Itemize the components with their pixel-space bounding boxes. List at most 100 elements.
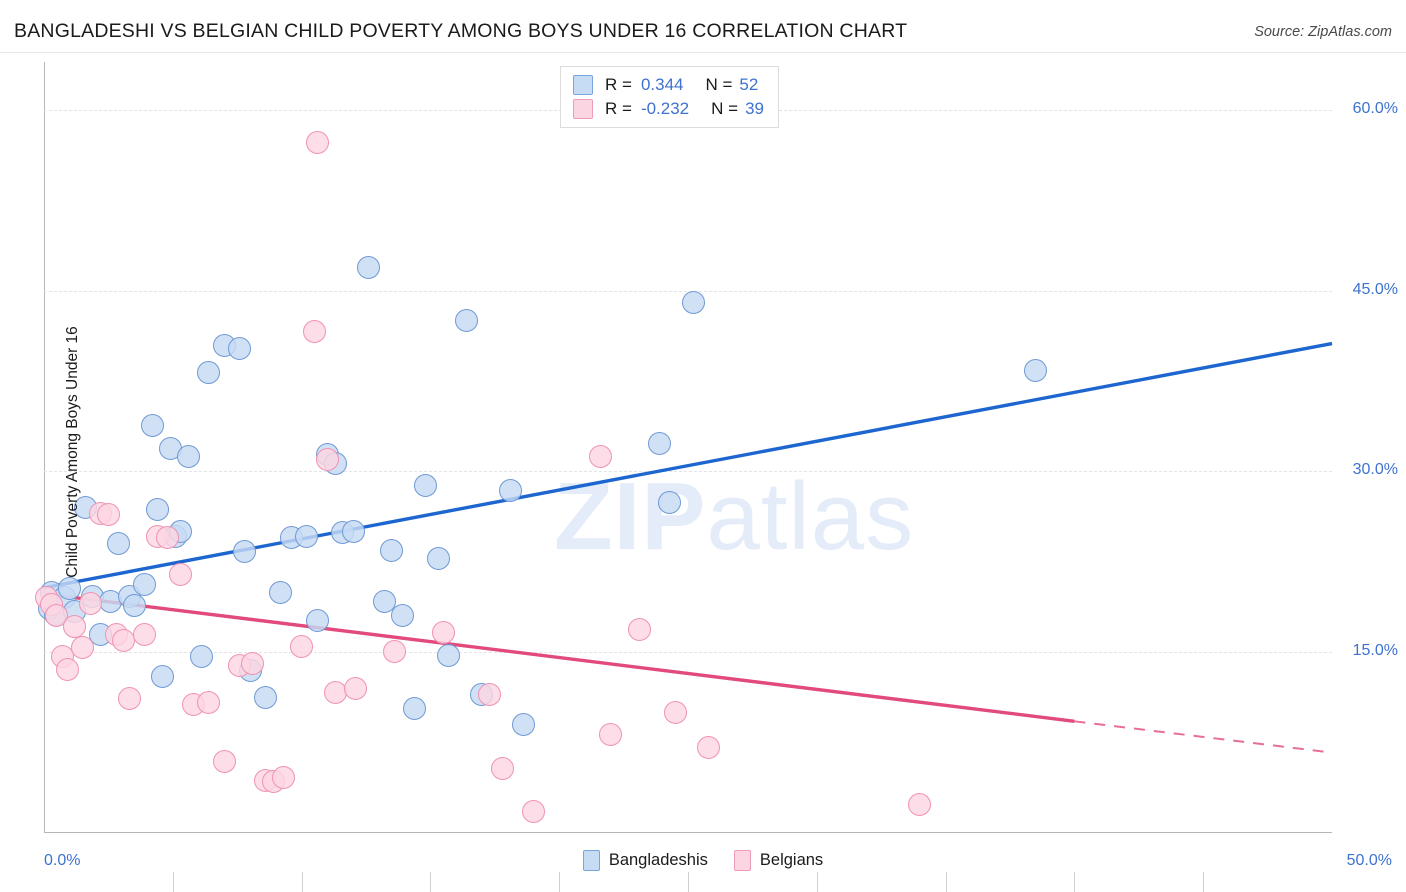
x-axis-tick xyxy=(1203,872,1205,892)
scatter-point-bangladeshis xyxy=(269,581,293,605)
scatter-point-belgians xyxy=(55,658,79,682)
x-axis-tick xyxy=(301,872,303,892)
y-axis-line xyxy=(44,62,45,832)
scatter-point-belgians xyxy=(96,502,120,526)
page-title: BANGLADESHI VS BELGIAN CHILD POVERTY AMO… xyxy=(14,20,908,42)
scatter-point-belgians xyxy=(132,623,156,647)
scatter-point-bangladeshis xyxy=(150,665,174,689)
scatter-point-belgians xyxy=(697,736,721,760)
correlation-row-belgians: R = -0.232 N = 39 xyxy=(573,99,764,119)
scatter-point-belgians xyxy=(521,800,545,824)
y-axis-tick-label: 60.0% xyxy=(1352,100,1398,118)
trend-line-belgians xyxy=(43,592,1075,723)
scatter-point-bangladeshis xyxy=(436,643,460,667)
r-label-belgians: R = xyxy=(605,99,632,118)
scatter-point-bangladeshis xyxy=(380,538,404,562)
scatter-point-belgians xyxy=(908,792,932,816)
x-axis-tick xyxy=(816,872,818,892)
scatter-point-bangladeshis xyxy=(145,498,169,522)
scatter-point-belgians xyxy=(491,756,515,780)
scatter-point-belgians xyxy=(272,766,296,790)
series-legend-item-bangladeshis[interactable]: Bangladeshis xyxy=(582,850,708,871)
scatter-point-belgians xyxy=(431,620,455,644)
series-legend-item-belgians[interactable]: Belgians xyxy=(733,850,824,871)
scatter-point-belgians xyxy=(169,563,193,587)
scatter-point-bangladeshis xyxy=(305,608,329,632)
gridline xyxy=(44,290,1332,292)
series-legend: Bangladeshis Belgians xyxy=(0,850,1406,871)
scatter-point-belgians xyxy=(156,525,180,549)
scatter-point-bangladeshis xyxy=(189,644,213,668)
watermark: ZIPatlas xyxy=(554,462,914,572)
y-axis-tick-label: 30.0% xyxy=(1352,461,1398,479)
scatter-point-bangladeshis xyxy=(426,547,450,571)
scatter-point-bangladeshis xyxy=(233,540,257,564)
scatter-point-bangladeshis xyxy=(403,696,427,720)
scatter-point-bangladeshis xyxy=(372,589,396,613)
legend-swatch-belgians xyxy=(573,99,593,119)
scatter-point-belgians xyxy=(344,677,368,701)
x-axis-tick xyxy=(1074,872,1076,892)
scatter-point-belgians xyxy=(305,131,329,155)
scatter-point-bangladeshis xyxy=(254,685,278,709)
scatter-point-belgians xyxy=(71,636,95,660)
n-label-bangladeshis: N = xyxy=(705,75,733,94)
scatter-point-bangladeshis xyxy=(197,360,221,384)
series-swatch-bangladeshis xyxy=(582,850,600,871)
scatter-point-belgians xyxy=(382,640,406,664)
correlation-row-bangladeshis: R = 0.344 N = 52 xyxy=(573,75,764,95)
scatter-point-belgians xyxy=(197,690,221,714)
scatter-point-bangladeshis xyxy=(341,519,365,543)
scatter-point-bangladeshis xyxy=(107,531,131,555)
scatter-point-bangladeshis xyxy=(58,577,82,601)
scatter-point-belgians xyxy=(212,749,236,773)
x-axis-tick xyxy=(559,872,561,892)
trend-line-belgians-projected xyxy=(1074,720,1333,754)
x-axis-line xyxy=(44,832,1332,833)
scatter-point-bangladeshis xyxy=(140,413,164,437)
scatter-point-belgians xyxy=(241,652,265,676)
scatter-point-bangladeshis xyxy=(132,572,156,596)
header-divider xyxy=(0,52,1406,53)
scatter-point-bangladeshis xyxy=(681,291,705,315)
scatter-point-bangladeshis xyxy=(413,474,437,497)
scatter-point-belgians xyxy=(588,445,612,469)
x-axis-tick xyxy=(172,872,174,892)
r-value-belgians: -0.232 xyxy=(640,99,690,118)
scatter-point-bangladeshis xyxy=(228,336,252,360)
trend-lines xyxy=(43,341,1333,754)
scatter-point-bangladeshis xyxy=(390,603,414,627)
watermark-bold: ZIP xyxy=(554,463,707,570)
n-label-belgians: N = xyxy=(711,99,739,118)
series-label-belgians: Belgians xyxy=(759,851,824,869)
scatter-point-bangladeshis xyxy=(454,309,478,333)
scatter-point-belgians xyxy=(627,618,651,642)
scatter-point-belgians xyxy=(478,683,502,707)
scatter-point-bangladeshis xyxy=(658,490,682,514)
scatter-point-bangladeshis xyxy=(122,594,146,618)
scatter-point-bangladeshis xyxy=(648,431,672,455)
scatter-point-belgians xyxy=(290,635,314,659)
scatter-point-belgians xyxy=(78,591,102,615)
series-swatch-belgians xyxy=(733,850,751,871)
scatter-point-belgians xyxy=(323,680,347,704)
scatter-point-bangladeshis xyxy=(295,524,319,548)
x-axis-tick xyxy=(945,872,947,892)
gridline xyxy=(44,471,1332,473)
n-value-bangladeshis: 52 xyxy=(739,75,759,94)
x-axis-tick xyxy=(430,872,432,892)
plot-area: ZIPatlas Child Poverty Among Boys Under … xyxy=(35,62,1333,892)
correlation-legend: R = 0.344 N = 52 R = -0.232 N = 39 xyxy=(560,66,779,128)
x-axis-max-label: 50.0% xyxy=(1346,852,1392,869)
r-value-bangladeshis: 0.344 xyxy=(640,75,684,94)
series-label-bangladeshis: Bangladeshis xyxy=(608,851,708,869)
scatter-point-bangladeshis xyxy=(511,713,535,737)
source-attribution: Source: ZipAtlas.com xyxy=(1254,24,1392,40)
scatter-point-belgians xyxy=(315,447,339,471)
scatter-point-bangladeshis xyxy=(176,445,200,469)
trend-line-bangladeshis xyxy=(43,341,1333,590)
y-axis-tick-label: 45.0% xyxy=(1352,280,1398,298)
scatter-point-belgians xyxy=(45,603,69,627)
scatter-point-bangladeshis xyxy=(357,256,381,280)
